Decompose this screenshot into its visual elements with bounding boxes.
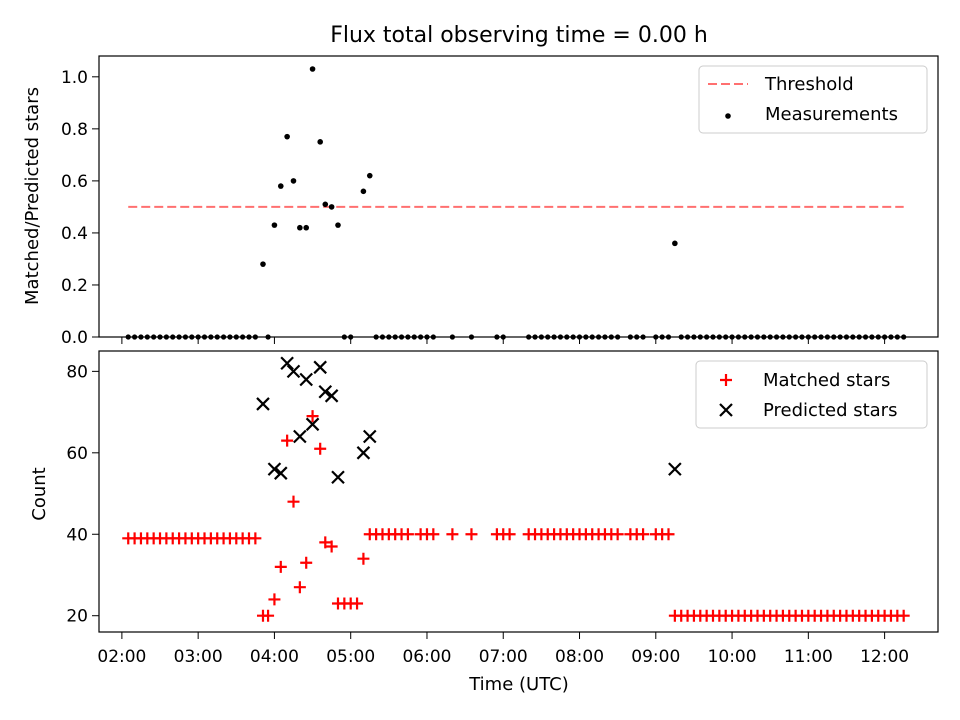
predicted-star-point bbox=[305, 417, 320, 432]
count-y-tick-label: 40 bbox=[66, 525, 88, 545]
measurement-point bbox=[309, 66, 316, 72]
ratio-y-tick-label: 0.6 bbox=[61, 172, 88, 192]
x-tick-label: 11:00 bbox=[784, 647, 833, 667]
matched-star-point bbox=[300, 556, 313, 569]
measurement-point bbox=[366, 172, 373, 179]
legend-predicted-label: Predicted stars bbox=[763, 400, 897, 421]
ratio-panel: 0.0 0.2 0.4 0.6 0.8 1.0 Matched/Predicted sta… bbox=[22, 55, 939, 348]
matched-star-point bbox=[319, 536, 332, 549]
x-tick-label: 05:00 bbox=[326, 647, 375, 667]
figure-title: Flux total observing time = 0.00 h bbox=[330, 23, 708, 48]
matched-star-point bbox=[268, 593, 281, 606]
measurement-point bbox=[328, 204, 335, 210]
legend-predicted-swatch bbox=[719, 403, 733, 417]
count-legend: Matched stars Predicted stars bbox=[695, 360, 928, 429]
measurement-point bbox=[260, 261, 266, 267]
ratio-y-tick-label: 0.8 bbox=[61, 120, 88, 140]
matched-star-point bbox=[465, 528, 478, 541]
x-tick-label: 02:00 bbox=[97, 647, 146, 667]
matched-star-point bbox=[281, 434, 294, 447]
ratio-legend-frame bbox=[698, 65, 928, 134]
matched-star-point bbox=[446, 528, 459, 541]
predicted-star-point bbox=[293, 429, 307, 444]
matched-star-point bbox=[662, 528, 675, 541]
count-legend-frame bbox=[695, 360, 928, 429]
x-tick-label: 07:00 bbox=[479, 647, 528, 667]
predicted-star-point bbox=[313, 360, 327, 375]
legend-matched-swatch bbox=[720, 374, 732, 386]
matched-star-point bbox=[325, 540, 338, 553]
predicted-star-point bbox=[256, 397, 270, 411]
matched-star-point bbox=[427, 528, 440, 541]
legend-threshold-label: Threshold bbox=[764, 74, 854, 95]
measurement-point bbox=[360, 188, 367, 195]
measurement-point bbox=[303, 224, 310, 231]
count-panel-frame bbox=[98, 350, 939, 633]
predicted-star-point bbox=[331, 470, 345, 485]
measurement-point bbox=[271, 222, 278, 228]
matched-star-point bbox=[897, 609, 910, 622]
ratio-y-tick-label: 0.4 bbox=[61, 224, 88, 244]
measurement-point bbox=[297, 224, 303, 231]
x-tick-label: 03:00 bbox=[174, 647, 223, 667]
count-y-tick-label: 80 bbox=[66, 362, 88, 382]
measurement-point bbox=[335, 222, 341, 228]
x-tick-label: 04:00 bbox=[250, 647, 299, 667]
x-tick-label: 10:00 bbox=[708, 647, 757, 667]
ratio-y-tick-label: 0.0 bbox=[61, 328, 88, 348]
ratio-legend: Threshold Measurements bbox=[698, 65, 928, 134]
ratio-y-tick-label: 0.2 bbox=[61, 276, 88, 296]
predicted-star-point bbox=[362, 429, 377, 444]
matched-star-point bbox=[274, 560, 287, 573]
matched-star-point bbox=[357, 552, 370, 565]
x-axis-label: Time (UTC) bbox=[468, 674, 569, 695]
measurement-point bbox=[284, 133, 290, 140]
predicted-star-point bbox=[668, 462, 682, 476]
ratio-axis: 0.0 0.2 0.4 0.6 0.8 1.0 bbox=[61, 68, 886, 348]
legend-matched-label: Matched stars bbox=[763, 370, 890, 391]
predicted-star-point bbox=[356, 446, 371, 460]
legend-measurements-label: Measurements bbox=[765, 104, 898, 125]
matched-star-point bbox=[611, 528, 624, 541]
measurement-point bbox=[290, 178, 297, 184]
count-panel: 20 40 60 80 02:00 03:00 04:00 05:00 06:00 07:00 08… bbox=[29, 350, 939, 695]
ratio-panel-frame bbox=[98, 55, 939, 338]
measurement-point bbox=[277, 183, 284, 189]
count-marks bbox=[122, 356, 910, 622]
matched-star-point bbox=[351, 597, 364, 610]
legend-measurement-swatch bbox=[725, 113, 731, 119]
predicted-star-point bbox=[280, 356, 294, 370]
predicted-star-point bbox=[274, 466, 288, 480]
matched-star-point bbox=[314, 442, 327, 455]
matched-star-point bbox=[293, 581, 306, 594]
x-tick-label: 12:00 bbox=[860, 647, 909, 667]
predicted-star-point bbox=[299, 372, 313, 387]
matched-star-point bbox=[503, 528, 516, 541]
matched-star-point bbox=[262, 609, 275, 622]
predicted-star-point bbox=[324, 389, 339, 403]
ratio-y-axis-label: Matched/Predicted stars bbox=[22, 87, 43, 305]
count-axis: 20 40 60 80 02:00 03:00 04:00 05:00 06:00 07:00 08… bbox=[66, 362, 909, 667]
x-tick-label: 09:00 bbox=[631, 647, 680, 667]
measurement-point bbox=[672, 240, 678, 247]
matched-star-point bbox=[287, 495, 300, 508]
predicted-star-point bbox=[267, 462, 282, 476]
count-y-axis-label: Count bbox=[29, 467, 50, 520]
count-y-tick-label: 20 bbox=[66, 607, 88, 627]
count-y-tick-label: 60 bbox=[66, 444, 88, 464]
measurement-point bbox=[317, 139, 323, 145]
predicted-star-point bbox=[318, 384, 333, 399]
ratio-y-tick-label: 1.0 bbox=[61, 68, 88, 88]
matched-star-point bbox=[306, 410, 319, 423]
x-tick-label: 08:00 bbox=[555, 647, 604, 667]
predicted-star-point bbox=[286, 364, 301, 379]
matched-star-point bbox=[249, 532, 262, 545]
matched-star-point bbox=[401, 528, 414, 541]
matched-star-point bbox=[637, 528, 650, 541]
measurement-point bbox=[322, 201, 329, 208]
x-tick-label: 06:00 bbox=[402, 647, 451, 667]
